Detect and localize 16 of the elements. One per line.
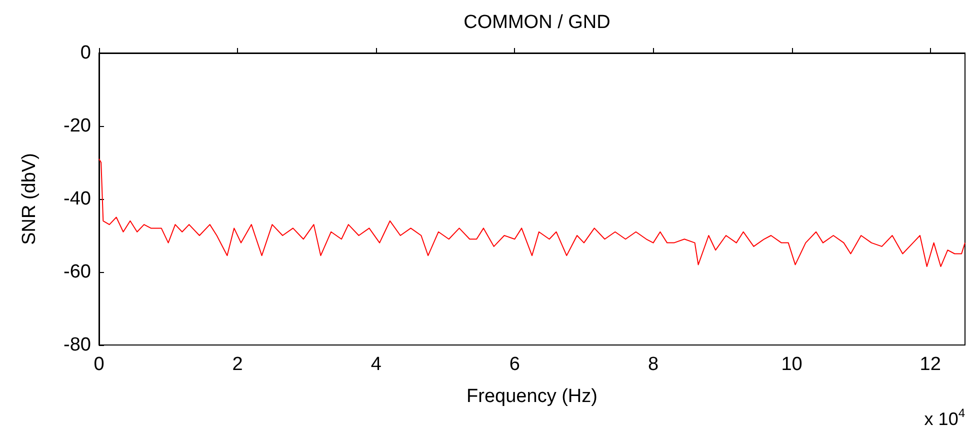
y-tick-label: 0 [80,42,91,64]
y-tick-label: -80 [64,334,91,356]
x-tick-label: 2 [232,354,243,375]
chart-title: COMMON / GND [464,12,610,33]
x-tick-label: 10 [781,354,802,375]
x-tick-label: 0 [94,354,104,375]
x-tick-label: 4 [370,354,382,375]
y-axis-title: SNR (dbV) [19,153,40,245]
y-tick-label: -40 [64,188,91,210]
x-tick-label: 6 [509,354,520,375]
y-tick-label: -60 [64,262,91,282]
x-axis-title: Frequency (Hz) [466,386,598,407]
x-tick-label: 8 [648,354,659,375]
line-series [98,158,966,268]
x-tick-label: 12 [920,354,941,375]
y-tick-label: -20 [64,116,91,136]
